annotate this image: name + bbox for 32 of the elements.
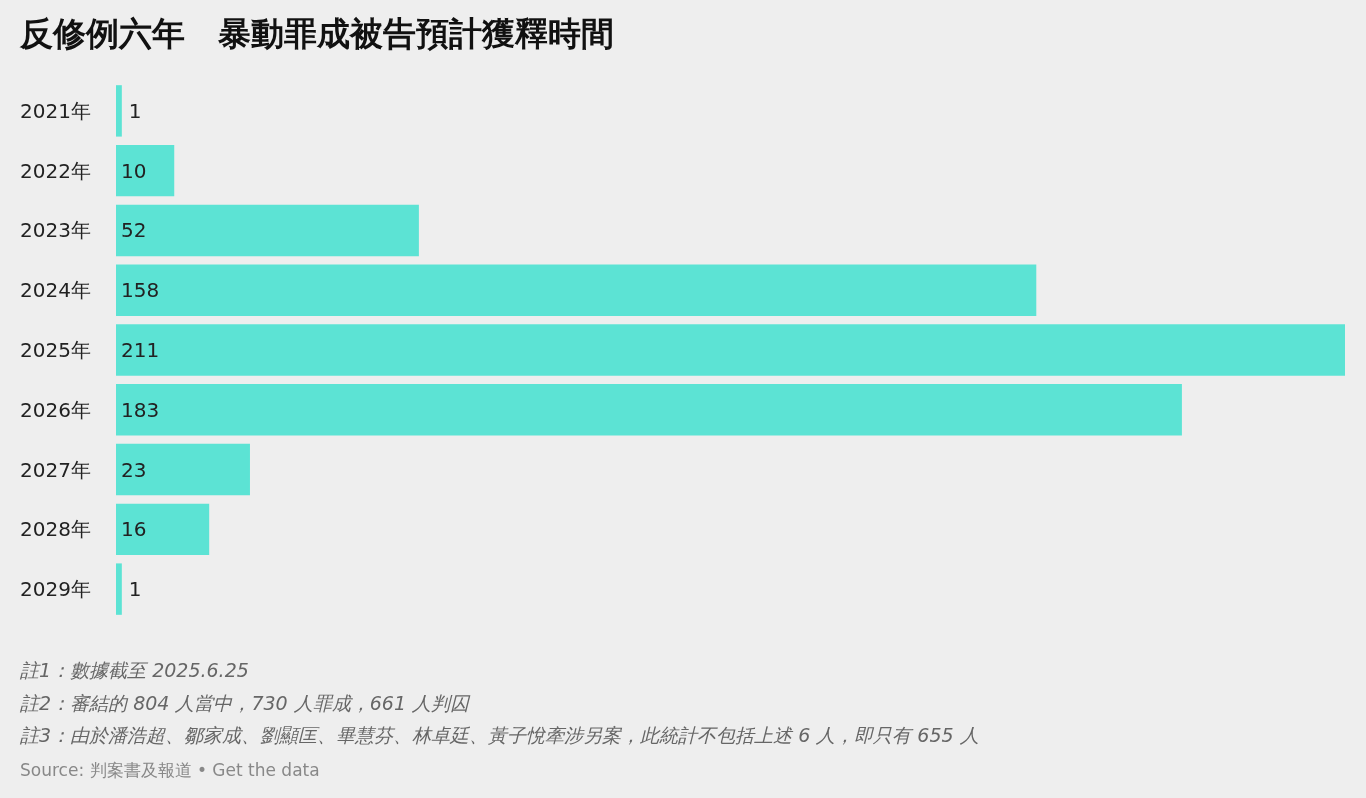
bar xyxy=(116,384,1182,436)
data-label: 211 xyxy=(121,338,160,362)
bar xyxy=(116,324,1345,376)
text: 註3：由於潘浩超、鄒家成、劉顯匡、畢慧芬、林卓廷、黃子悅牽涉另案，此統計不包括上述 6 人，即只有 655 人 xyxy=(20,723,979,748)
text: 註2：審結的 804 人當中，730 人罪成，661 人判囚 xyxy=(20,690,472,716)
bar xyxy=(116,85,122,137)
y-tick-label: 2026年 xyxy=(20,397,91,422)
y-tick-label: 2022年 xyxy=(20,158,91,183)
chart-title: 反修例六年 暴動罪成被告預計獲釋時間 xyxy=(20,13,614,55)
bar xyxy=(116,503,210,556)
bar xyxy=(116,264,1037,316)
bar xyxy=(116,443,250,496)
data-label: 10 xyxy=(121,158,147,183)
bar xyxy=(116,563,122,615)
bar xyxy=(116,144,175,197)
y-tick-label: 2027年 xyxy=(20,457,91,482)
y-tick-label: 2025年 xyxy=(20,338,91,362)
y-tick-label: 2029年 xyxy=(20,577,91,602)
y-tick-label: 2024年 xyxy=(20,278,91,303)
y-tick-label: 2021年 xyxy=(20,98,91,123)
data-label: 1 xyxy=(128,577,142,602)
source-note: Source: 判案書及報道 • Get the data xyxy=(20,758,321,782)
text: 註1：數據截至 2025.6.25 xyxy=(20,658,250,683)
y-tick-label: 2028年 xyxy=(20,517,91,542)
data-label: 23 xyxy=(121,457,147,482)
data-label: 158 xyxy=(121,278,160,303)
data-label: 1 xyxy=(128,98,142,123)
bar xyxy=(116,204,419,257)
y-tick-label: 2023年 xyxy=(20,218,91,243)
data-label: 183 xyxy=(121,397,160,422)
data-label: 52 xyxy=(121,218,147,243)
data-label: 16 xyxy=(121,517,147,542)
